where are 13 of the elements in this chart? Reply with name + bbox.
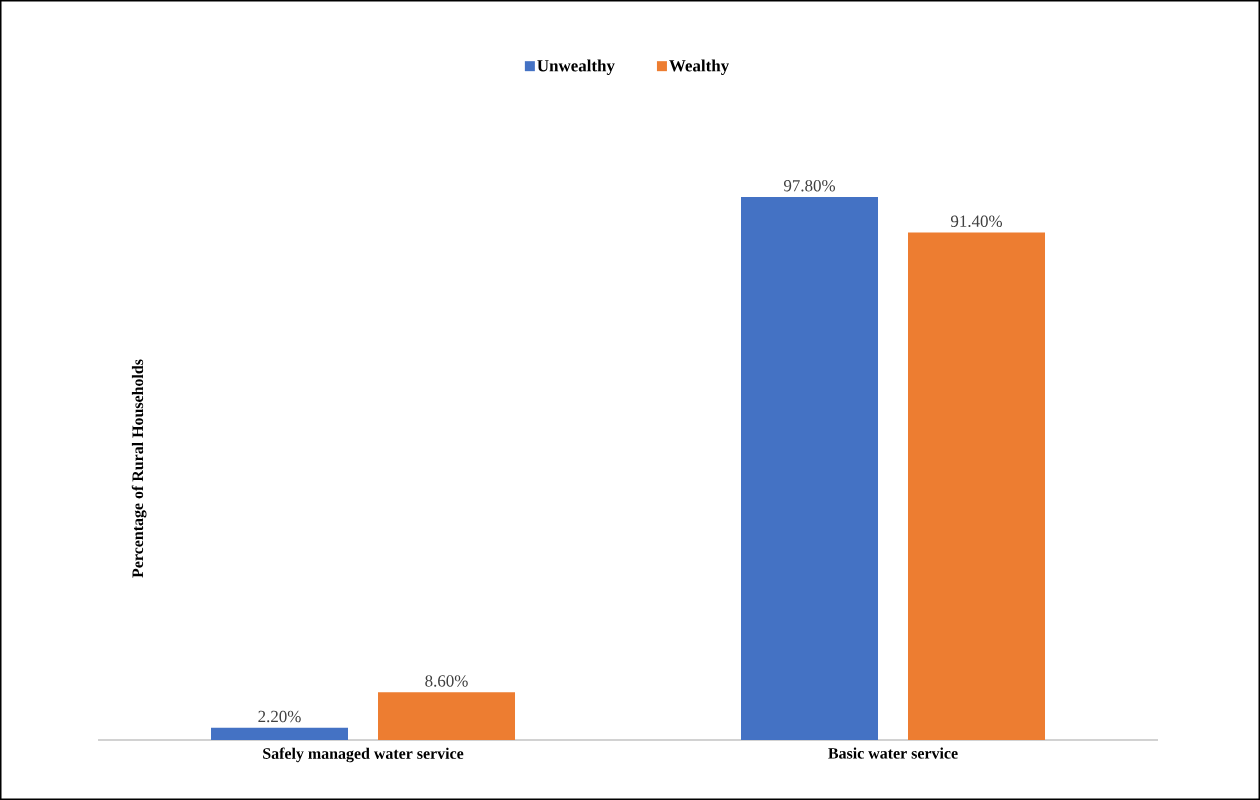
x-tick-label: Safely managed water service [263,747,464,763]
bar [211,727,349,740]
bar [741,196,879,740]
legend-label: Wealthy [669,59,729,75]
data-label: 97.80% [783,179,836,192]
x-tick-label: Basic water service [828,747,958,759]
data-label: 91.40% [950,215,1003,227]
y-axis-title: Percentage of Rural Households [131,359,147,578]
data-label: 2.20% [258,710,301,723]
bar [378,692,516,740]
data-label: 8.60% [425,675,468,687]
bar [908,232,1046,740]
legend-label: Unwealthy [537,59,615,75]
